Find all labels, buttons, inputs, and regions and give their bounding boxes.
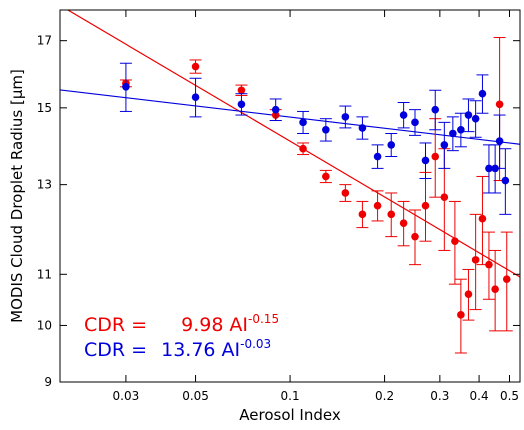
data-point [299,118,307,127]
data-point [478,214,487,223]
axis-ticks: 0.03 0.05 0.1 0.2 0.3 0.4 0.5 9 10 11 13 15 17 [37,10,520,403]
data-point [501,176,510,185]
data-point [411,232,419,241]
data-point [373,201,382,210]
data-point [440,141,449,149]
data-point [322,172,330,181]
fit-line-1 [60,89,520,145]
data-point [191,62,200,71]
x-tick-label: 0.1 [281,389,300,403]
y-tick-label: 15 [37,101,52,115]
data-point [237,86,246,95]
data-point [322,125,330,134]
data-point [449,129,457,138]
data-point [431,152,440,161]
data-point [485,164,493,173]
data-point [421,201,430,210]
y-tick-label: 9 [44,375,52,389]
data-point [341,189,350,197]
data-point [457,311,465,319]
fit-lines [60,10,520,278]
data-point [464,111,473,119]
data-point [191,93,200,102]
data-point [421,156,430,165]
data-point [237,100,246,109]
y-tick-label: 17 [37,34,52,48]
data-point [387,141,396,149]
data-point [358,210,367,219]
data-point [373,152,382,161]
data-points [119,37,513,354]
data-point [495,137,504,145]
data-point [471,114,480,123]
data-point [471,256,480,264]
y-tick-label: 10 [37,318,52,332]
x-tick-label: 0.3 [430,389,449,403]
y-tick-label: 11 [37,267,52,281]
data-point [122,82,130,91]
y-axis-label: MODIS Cloud Droplet Radius [μm] [8,69,26,323]
x-axis-label: Aerosol Index [239,406,341,424]
data-point [457,125,465,134]
data-point [411,118,419,127]
data-point [464,290,473,298]
data-point [431,105,440,114]
data-point [299,144,307,153]
data-point [399,111,408,119]
data-point [387,210,396,219]
data-point [440,193,449,201]
x-tick-label: 0.2 [375,389,394,403]
x-tick-label: 0.03 [113,389,140,403]
red-fit-equation: CDR = 9.98 AI-0.15 [84,312,279,336]
x-tick-label: 0.5 [500,389,519,403]
data-point [491,285,499,293]
data-point [502,275,511,284]
y-tick-label: 13 [37,178,52,192]
x-tick-label: 0.05 [182,389,209,403]
data-point [485,260,493,269]
data-point [478,89,487,98]
data-point [451,237,459,245]
fit-line-0 [66,10,520,278]
blue-fit-equation: CDR = 13.76 AI-0.03 [84,337,271,361]
x-tick-label: 0.4 [470,389,489,403]
data-point [271,105,280,114]
data-point [341,113,350,121]
data-point [495,100,504,109]
data-point [399,219,408,227]
data-point [358,124,367,132]
